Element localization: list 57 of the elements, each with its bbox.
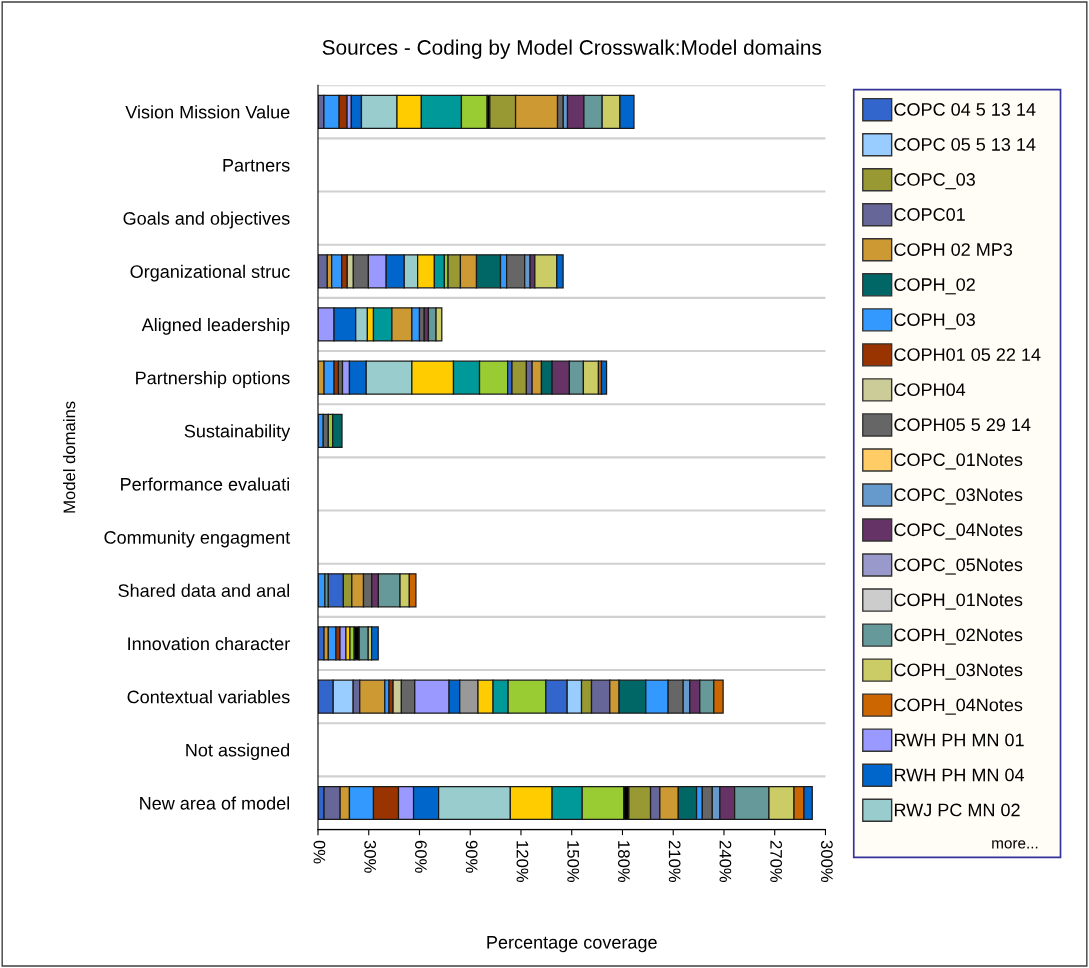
bar [600,360,608,395]
legend-label: COPC_03Notes [894,488,1023,505]
y-tick-label: Vision Mission Value [125,105,290,119]
y-tick-label: Contextual variables [127,690,290,704]
bar [511,360,528,395]
x-tick-label: 60% [415,840,427,873]
x-tick-label: 30% [364,840,377,873]
x-tick-label: 270% [770,840,783,883]
legend-label: COPC 05 5 13 14 [894,138,1036,151]
x-tick-label: 90% [465,840,478,873]
x-axis-title: Percentage coverage [487,936,657,953]
y-tick-label: Partnership options [136,371,290,388]
y-tick-label: Innovation character [128,636,290,651]
legend-label: RWH PH MN 04 [894,768,1025,782]
legend-label: COPH_03 [894,313,975,330]
legend-label: RWH PH MN 01 [894,733,1024,747]
legend-label: COPC_05Notes [894,558,1023,575]
y-axis-title: Model domains [63,401,76,513]
y-tick-label: Goals and objectives [123,211,290,229]
bar [349,626,355,661]
bar [323,360,335,395]
x-tick-label: 210% [668,840,681,883]
legend-label: COPH_02Notes [894,628,1023,645]
y-tick-label: Aligned leadership [141,317,290,335]
x-tick-label: 0% [313,840,326,864]
legend-label: COPC_01Notes [894,453,1023,470]
bar [358,626,369,661]
legend-label: COPH_03Notes [894,663,1023,680]
legend-label: COPH_04Notes [894,698,1023,715]
x-tick-label: 120% [516,841,529,883]
legend-label: COPC_04Notes [894,523,1023,540]
x-tick-label: 300% [820,840,833,883]
y-tick-label: Not assigned [186,743,290,761]
bar [332,413,343,448]
legend-label: COPH05 5 29 14 [894,418,1031,432]
legend-label: COPC01 [894,208,965,221]
x-tick-label: 180% [618,841,630,883]
y-tick-label: New area of model [140,796,290,810]
x-tick-label: 150% [567,841,580,883]
legend-label: COPH04 [894,383,966,397]
legend-label: RWJ PC MN 02 [894,803,1020,817]
legend-label: COPH_02 [894,278,975,295]
y-tick-label: Sustainability [184,424,291,442]
y-tick-label: Community engagment [104,530,291,548]
y-tick-label: Organizational struc [130,264,290,282]
legend-label: COPH01 05 22 14 [894,348,1041,361]
legend-label: COPC_03 [894,173,975,190]
legend-label: COPH_01Notes [894,593,1023,610]
chart-title: Sources - Coding by Model Crosswalk:Model domains [322,39,822,59]
legend-label: COPC 04 5 13 14 [894,103,1036,116]
text: more... [992,840,1038,849]
y-tick-label: Performance evaluati [121,477,290,491]
bar [370,626,379,661]
x-tick-label: 240% [719,840,732,883]
legend-label: COPH 02 MP3 [894,243,1013,256]
y-tick-label: Shared data and anal [118,583,290,598]
y-tick-label: Partners [223,159,290,172]
